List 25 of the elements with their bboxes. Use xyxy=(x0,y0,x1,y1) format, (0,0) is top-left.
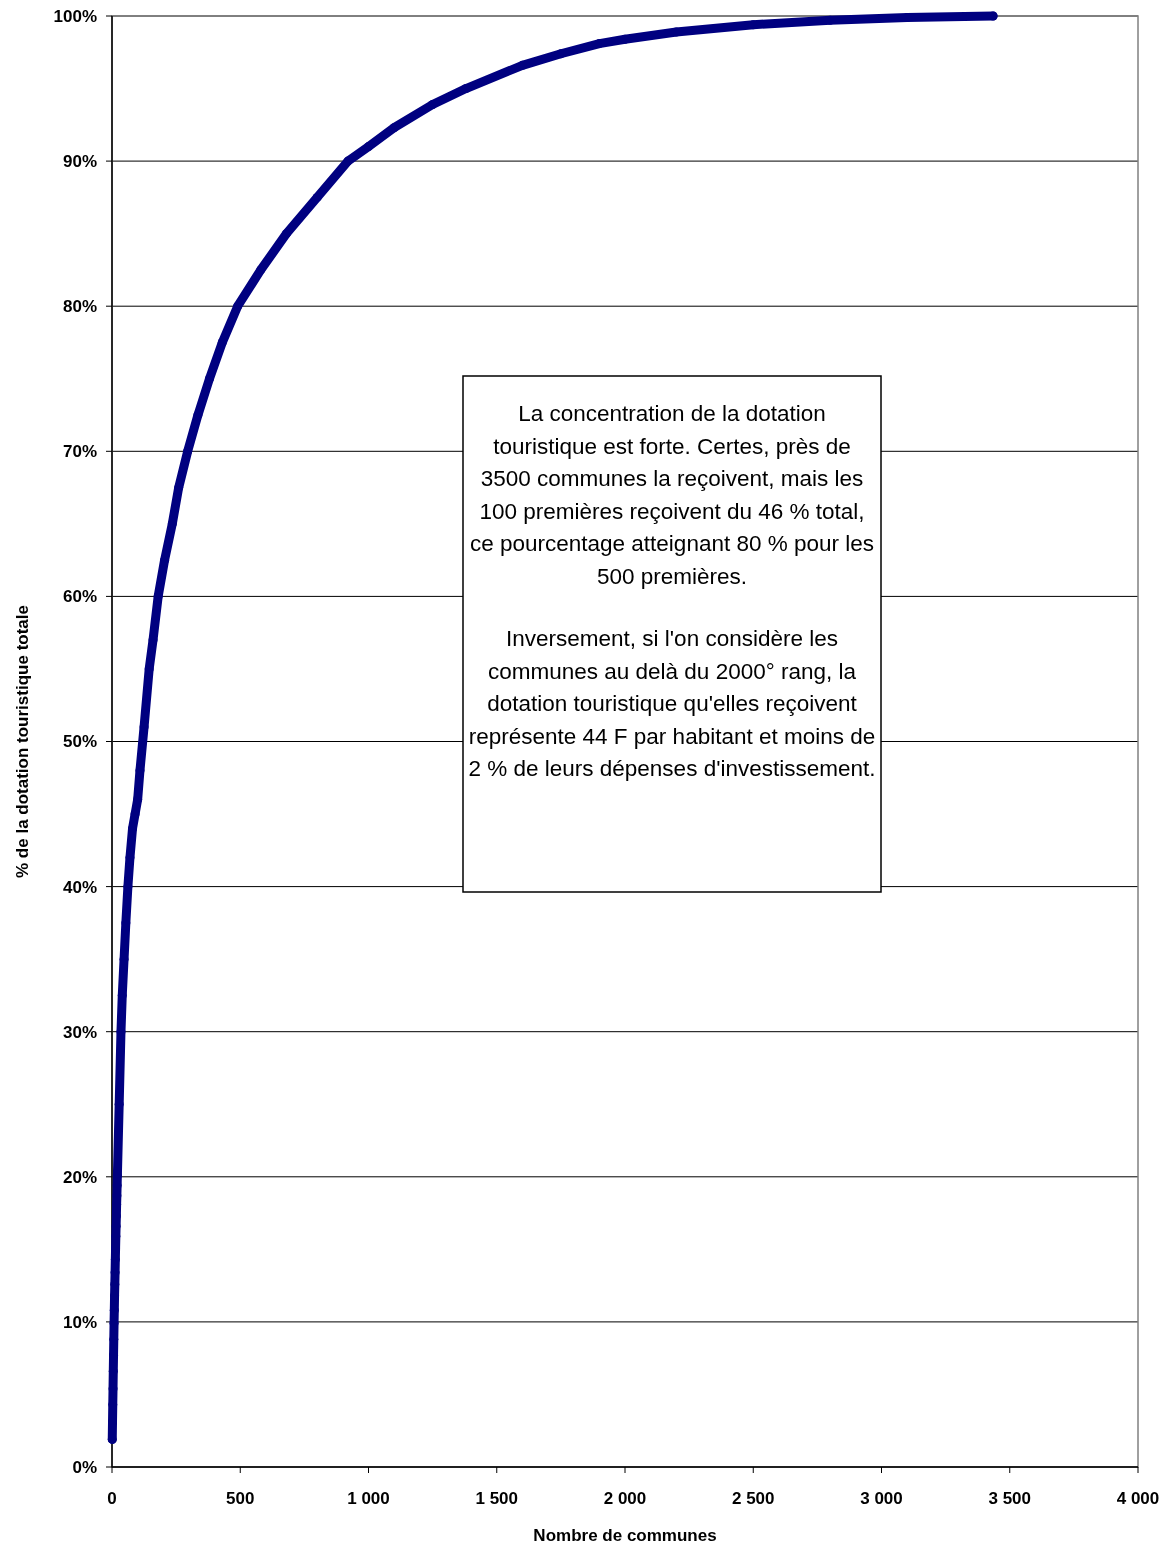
x-tick-label: 500 xyxy=(226,1489,255,1508)
y-tick-label: 90% xyxy=(62,152,97,172)
text-box: La concentration de la dotation touristique est forte. Certes, près de 3500 communes la reçoivent, mais les 100 premières reçoivent du 46 % total, ce pourcentage atteignant 80 % pour les 500 premières. Inversement, si l'on considère les communes au delà du 2000° rang, la dotation touristique qu'elles reçoivent représente 44 F par habitant et moins de 2 % de leurs dépenses d'investissement. xyxy=(462,375,882,893)
y-tick-label: 40% xyxy=(62,877,97,897)
y-axis-title: % de la dotation touristique totale xyxy=(13,605,32,878)
y-tick-label: 30% xyxy=(62,1022,97,1042)
y-tick-label: 10% xyxy=(62,1312,97,1332)
y-tick-label: 70% xyxy=(62,442,97,462)
x-tick-label: 0 xyxy=(107,1489,117,1508)
x-tick-label: 1 000 xyxy=(347,1489,390,1508)
x-tick-label: 2 500 xyxy=(731,1489,775,1508)
y-tick-label: 80% xyxy=(62,297,97,317)
annotation: La concentration de la dotation touristique est forte. Certes, près de 3500 communes la reçoivent, mais les 100 premières reçoivent du 46 % total, ce pourcentage atteignant 80 % pour les 500 premières. xyxy=(468,400,875,591)
y-tick-label: 60% xyxy=(62,587,97,607)
x-tick-label: 2 000 xyxy=(603,1489,647,1508)
x-axis-title: Nombre de communes xyxy=(533,1526,717,1545)
y-tick-label: 100% xyxy=(53,6,97,26)
y-tick-label: 50% xyxy=(62,732,97,752)
x-tick-label: 3 000 xyxy=(860,1489,903,1508)
y-tick-label: 0% xyxy=(72,1457,97,1477)
annotation: Inversement, si l'on considère les communes au delà du 2000° rang, la dotation touristique qu'elles reçoivent représente 44 F par habitant et moins de 2 % de leurs dépenses d'investissement. xyxy=(467,625,877,783)
x-tick-label: 4 000 xyxy=(1116,1489,1160,1508)
x-tick-label: 3 500 xyxy=(988,1489,1032,1508)
x-tick-label: 1 500 xyxy=(475,1489,519,1508)
y-tick-label: 20% xyxy=(62,1167,97,1187)
